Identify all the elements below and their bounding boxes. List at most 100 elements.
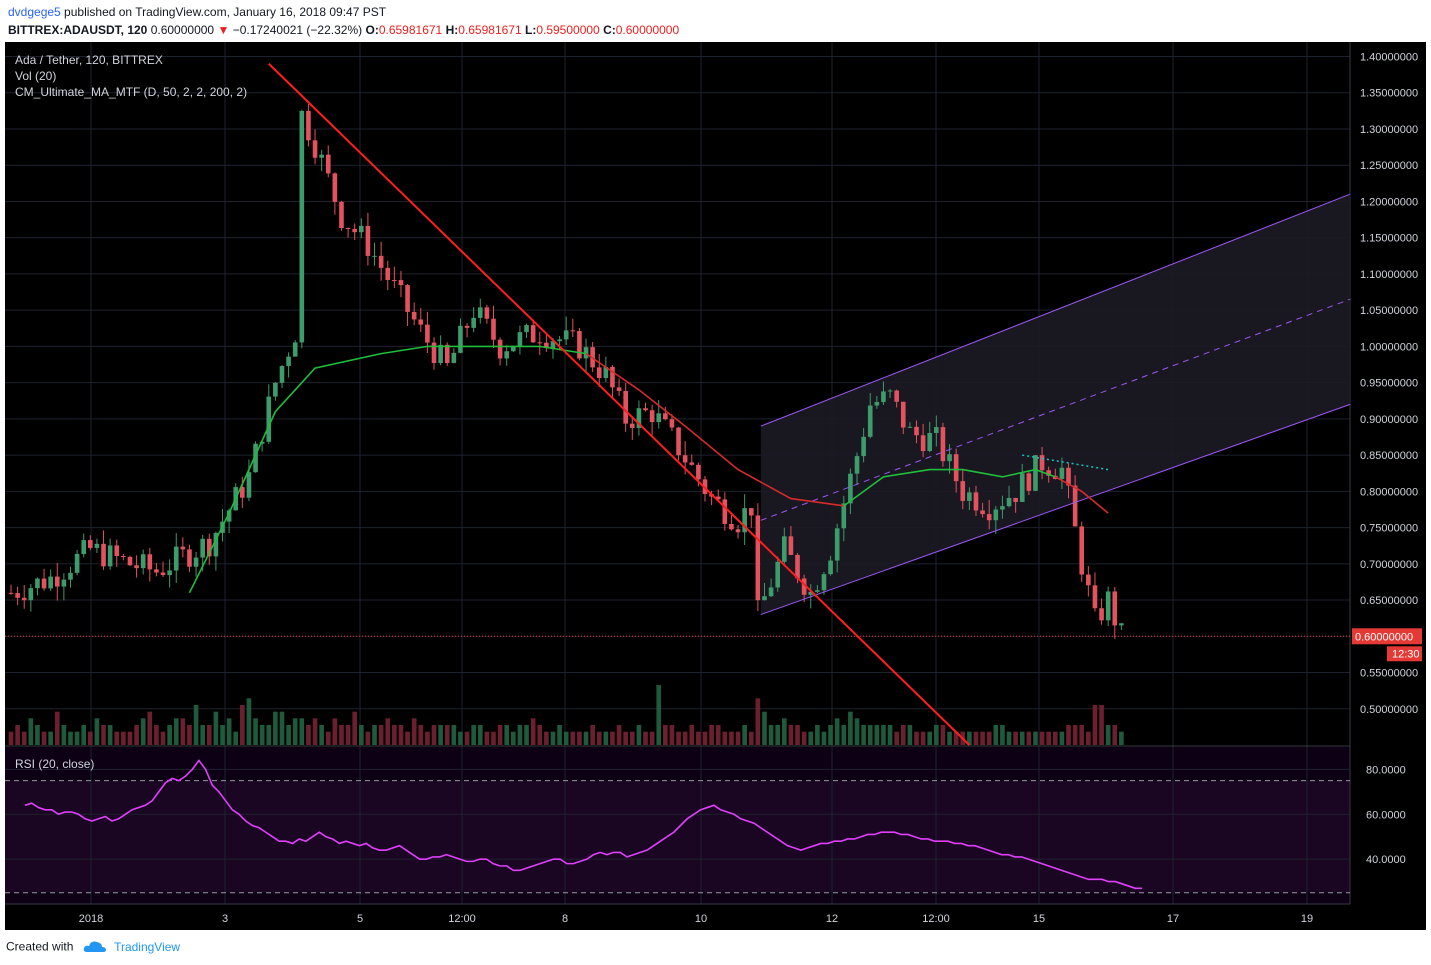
- volume-bar: [213, 711, 219, 745]
- candle-body: [834, 528, 840, 561]
- volume-bar: [894, 731, 899, 745]
- price-tick-label: 1.30000000: [1360, 124, 1418, 136]
- volume-bar: [616, 725, 622, 745]
- price-tick-label: 1.05000000: [1360, 305, 1418, 317]
- volume-bar: [392, 725, 397, 745]
- candle-body: [715, 496, 721, 500]
- volume-bar: [134, 725, 139, 745]
- volume-bar: [993, 725, 999, 745]
- candle-body: [781, 536, 787, 562]
- volume-bar: [920, 731, 926, 745]
- open-label: O:: [365, 23, 379, 37]
- volume-bar: [1046, 731, 1051, 745]
- volume-bar: [107, 725, 113, 745]
- candle-body: [894, 390, 899, 402]
- volume-bar: [1066, 725, 1071, 745]
- candle-body: [48, 576, 53, 589]
- candle-body: [319, 154, 324, 158]
- candle-body: [134, 565, 139, 569]
- candle-body: [312, 140, 318, 158]
- candle-body: [101, 543, 106, 567]
- candle-body: [21, 597, 27, 601]
- candle-body: [187, 549, 192, 567]
- time-tick-label: 15: [1033, 913, 1045, 925]
- volume-bar: [121, 731, 126, 745]
- candle-body: [722, 499, 728, 524]
- chart-svg[interactable]: 0.50000000 0.55000000 0.60000000 0.65000000…: [5, 42, 1426, 930]
- publish-text: published on TradingView.com, January 16…: [60, 5, 387, 19]
- volume-bar: [629, 731, 635, 745]
- candle-body: [768, 587, 774, 597]
- candle-body: [94, 543, 100, 548]
- countdown-label: 12:30: [1392, 648, 1420, 660]
- volume-bar: [74, 731, 80, 745]
- last-price-marker: [1352, 628, 1422, 645]
- rsi-tick-label: 60.0000: [1366, 809, 1406, 821]
- candle-body: [477, 307, 483, 318]
- volume-bar: [332, 718, 338, 745]
- candle-body: [550, 341, 556, 348]
- volume-bar: [292, 718, 298, 745]
- candle-body: [881, 391, 886, 403]
- author-link[interactable]: dvdgege5: [8, 5, 61, 19]
- volume-bar: [682, 731, 688, 745]
- candle-body: [636, 408, 642, 428]
- candle-body: [563, 330, 569, 340]
- tradingview-link[interactable]: TradingView: [114, 939, 181, 954]
- price-tick-label: 0.50000000: [1360, 704, 1418, 716]
- price-tick-label: 0.75000000: [1360, 523, 1418, 535]
- chart-container[interactable]: 0.50000000 0.55000000 0.60000000 0.65000000…: [5, 42, 1426, 930]
- volume-bar: [233, 731, 239, 745]
- candle-body: [365, 225, 371, 256]
- candle-body: [841, 503, 847, 529]
- volume-bar: [557, 725, 562, 745]
- volume-bar: [748, 731, 754, 745]
- moving-average-line: [843, 468, 1056, 507]
- candle-body: [610, 366, 615, 388]
- volume-bar: [411, 718, 417, 745]
- volume-bar: [887, 725, 893, 745]
- volume-bar: [1099, 705, 1104, 745]
- candle-body: [193, 557, 199, 567]
- volume-bar: [167, 725, 172, 745]
- rsi-tick-label: 80.0000: [1366, 764, 1406, 776]
- publish-info: dvdgege5 published on TradingView.com, J…: [8, 5, 386, 19]
- volume-bar: [54, 711, 60, 745]
- volume-bar: [180, 718, 186, 745]
- volume-bar: [841, 725, 847, 745]
- candle-body: [676, 427, 681, 456]
- low-value: 0.59500000: [536, 23, 600, 37]
- volume-bar: [729, 731, 734, 745]
- close-label: C:: [603, 23, 616, 37]
- volume-bar: [848, 711, 853, 745]
- volume-bar: [907, 725, 913, 745]
- volume-bar: [497, 725, 503, 745]
- candle-body: [464, 325, 470, 328]
- volume-bar: [900, 725, 906, 745]
- candle-body: [795, 554, 800, 579]
- candle-body: [504, 351, 510, 359]
- moving-average-line: [585, 352, 844, 507]
- volume-bar: [273, 711, 278, 745]
- volume-bar: [762, 711, 767, 745]
- down-arrow-icon: ▼: [217, 23, 230, 37]
- candle-body: [147, 554, 153, 570]
- candle-body: [663, 413, 668, 420]
- volume-bar: [200, 725, 205, 745]
- volume-bar: [1079, 725, 1085, 745]
- candle-body: [405, 285, 410, 312]
- volume-bar: [477, 725, 483, 745]
- candle-body: [570, 330, 576, 332]
- candle-body: [940, 427, 946, 462]
- volume-bar: [405, 731, 410, 745]
- candle-body: [180, 546, 186, 550]
- volume-bar: [1039, 731, 1045, 745]
- candle-body: [577, 331, 582, 359]
- candles: [8, 103, 1124, 639]
- volume-bar: [41, 731, 47, 745]
- candle-body: [980, 510, 985, 515]
- volume-bar: [15, 725, 20, 745]
- volume-bar: [266, 725, 272, 745]
- rsi-band-fill: [5, 780, 1350, 893]
- volume-bar: [431, 725, 437, 745]
